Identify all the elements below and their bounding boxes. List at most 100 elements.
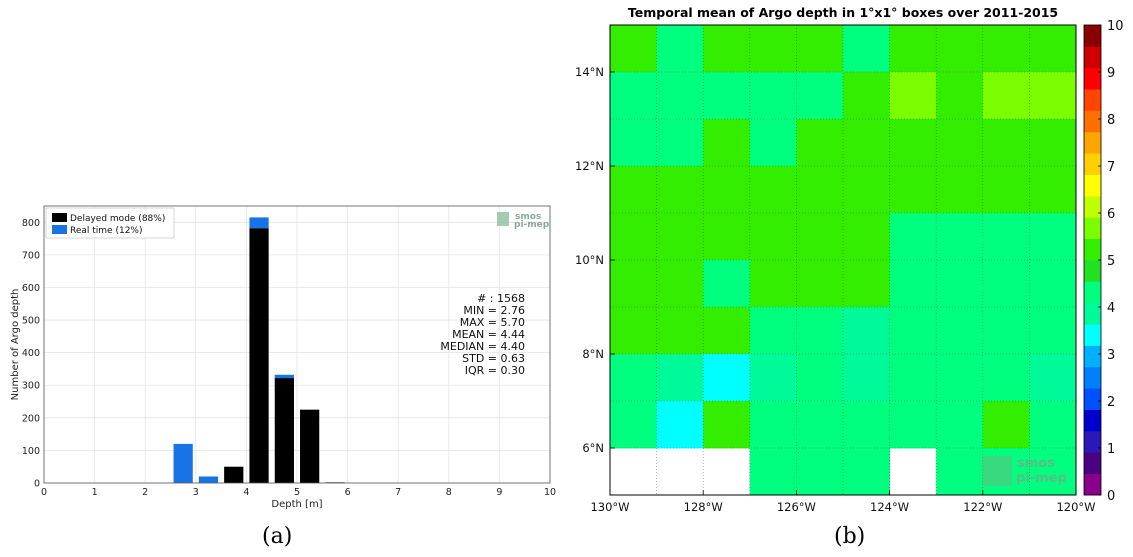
hist-y-tick-label: 0 (34, 479, 40, 490)
map-cell (1029, 307, 1077, 355)
map-logo-text: pi-mep (1016, 471, 1067, 486)
colorbar-tick-label: 1 (1107, 442, 1115, 457)
hist-x-tick-label: 1 (92, 487, 98, 498)
colorbar-segment (1084, 25, 1101, 47)
bar-delayed-mode (249, 228, 269, 483)
map-cell (610, 260, 657, 308)
hist-x-tick-label: 4 (243, 487, 249, 498)
bar-real-time (274, 374, 294, 379)
map-cell (936, 260, 984, 308)
map-cell (610, 213, 657, 261)
colorbar-segment (1084, 302, 1101, 325)
map-cell (1029, 260, 1077, 308)
map-cell (656, 72, 704, 120)
colorbar-segment (1084, 345, 1101, 368)
map-cell (982, 307, 1030, 355)
hist-legend-label: Delayed mode (88%) (70, 214, 165, 224)
map-cell (703, 401, 751, 449)
map-cell (656, 25, 704, 73)
map-cell (1029, 401, 1077, 449)
hist-x-tick-label: 6 (345, 487, 351, 498)
bar-real-time (249, 217, 269, 229)
map-cell (610, 72, 657, 120)
map-x-tick-label: 120°W (1056, 500, 1095, 514)
map-cell (703, 72, 751, 120)
map-cell (610, 119, 657, 167)
hist-stat-line: MEDIAN = 4.40 (440, 340, 525, 353)
map-cell (889, 72, 937, 120)
map-cell (656, 213, 704, 261)
hist-stat-line: MAX = 5.70 (460, 316, 525, 329)
hist-y-tick-label: 700 (22, 250, 40, 261)
map-cell (843, 260, 890, 308)
map-cell (982, 260, 1030, 308)
map-cell (656, 401, 704, 449)
hist-logo-mark (497, 212, 509, 226)
colorbar-segment (1084, 409, 1101, 432)
map-cell (936, 213, 984, 261)
colorbar-tick-label: 6 (1107, 207, 1115, 222)
map-cell (982, 72, 1030, 120)
map-cell (889, 401, 937, 449)
colorbar-tick-label: 8 (1107, 113, 1115, 128)
hist-x-tick-label: 7 (395, 487, 401, 498)
map-cell (843, 401, 890, 449)
map-cell (749, 213, 797, 261)
hist-x-tick-label: 8 (446, 487, 452, 498)
map-x-tick-label: 130°W (590, 500, 629, 514)
hist-x-tick-label: 9 (496, 487, 502, 498)
map-x-tick-label: 126°W (777, 500, 816, 514)
map-cell (656, 307, 704, 355)
map-cell (610, 166, 657, 214)
map-cell (796, 119, 844, 167)
map-cell (936, 25, 984, 73)
map-cell (749, 72, 797, 120)
map-cell (843, 166, 890, 214)
map-cell (889, 260, 937, 308)
map-y-tick-label: 12°N (575, 159, 604, 173)
map-cell (703, 166, 751, 214)
hist-legend-box (45, 207, 175, 239)
hist-y-tick-label: 200 (22, 413, 40, 424)
caption-a: (a) (262, 524, 293, 549)
hist-y-tick-label: 100 (22, 446, 40, 457)
map-logo-mark (982, 456, 1012, 486)
map-cell (749, 166, 797, 214)
map-cell (796, 401, 844, 449)
map-cell (796, 354, 844, 402)
map-cell (889, 25, 937, 73)
map-cell (703, 213, 751, 261)
map-x-tick-label: 122°W (963, 500, 1002, 514)
map-cell (1029, 448, 1077, 496)
map-cell (749, 354, 797, 402)
map-cell (982, 354, 1030, 402)
colorbar-segment (1084, 174, 1101, 197)
colorbar-segment (1084, 324, 1101, 346)
map-cell (1029, 354, 1077, 402)
map-cell (843, 25, 890, 73)
map-cell (796, 72, 844, 120)
hist-stat-line: # : 1568 (477, 292, 525, 305)
map-cell (843, 448, 890, 496)
map-cell (936, 307, 984, 355)
map-cell (749, 260, 797, 308)
hist-stat-line: MIN = 2.76 (463, 304, 525, 317)
map-cell (936, 72, 984, 120)
map-cell (936, 401, 984, 449)
colorbar-tick-label: 2 (1107, 395, 1115, 410)
hist-logo-text: pi-mep (514, 220, 550, 230)
colorbar-segment (1084, 473, 1101, 496)
map-y-tick-label: 10°N (575, 253, 604, 267)
map-y-tick-label: 6°N (582, 441, 604, 455)
colorbar-tick-label: 3 (1107, 348, 1115, 363)
map-y-tick-label: 8°N (582, 347, 604, 361)
map-cell (656, 166, 704, 214)
hist-y-tick-label: 600 (22, 283, 40, 294)
hist-legend-swatch (52, 225, 67, 234)
map-cell (843, 354, 890, 402)
hist-legend-swatch (52, 213, 67, 222)
map-cell (703, 25, 751, 73)
map-cell (843, 72, 890, 120)
map-cell (889, 213, 937, 261)
hist-y-tick-label: 300 (22, 381, 40, 392)
